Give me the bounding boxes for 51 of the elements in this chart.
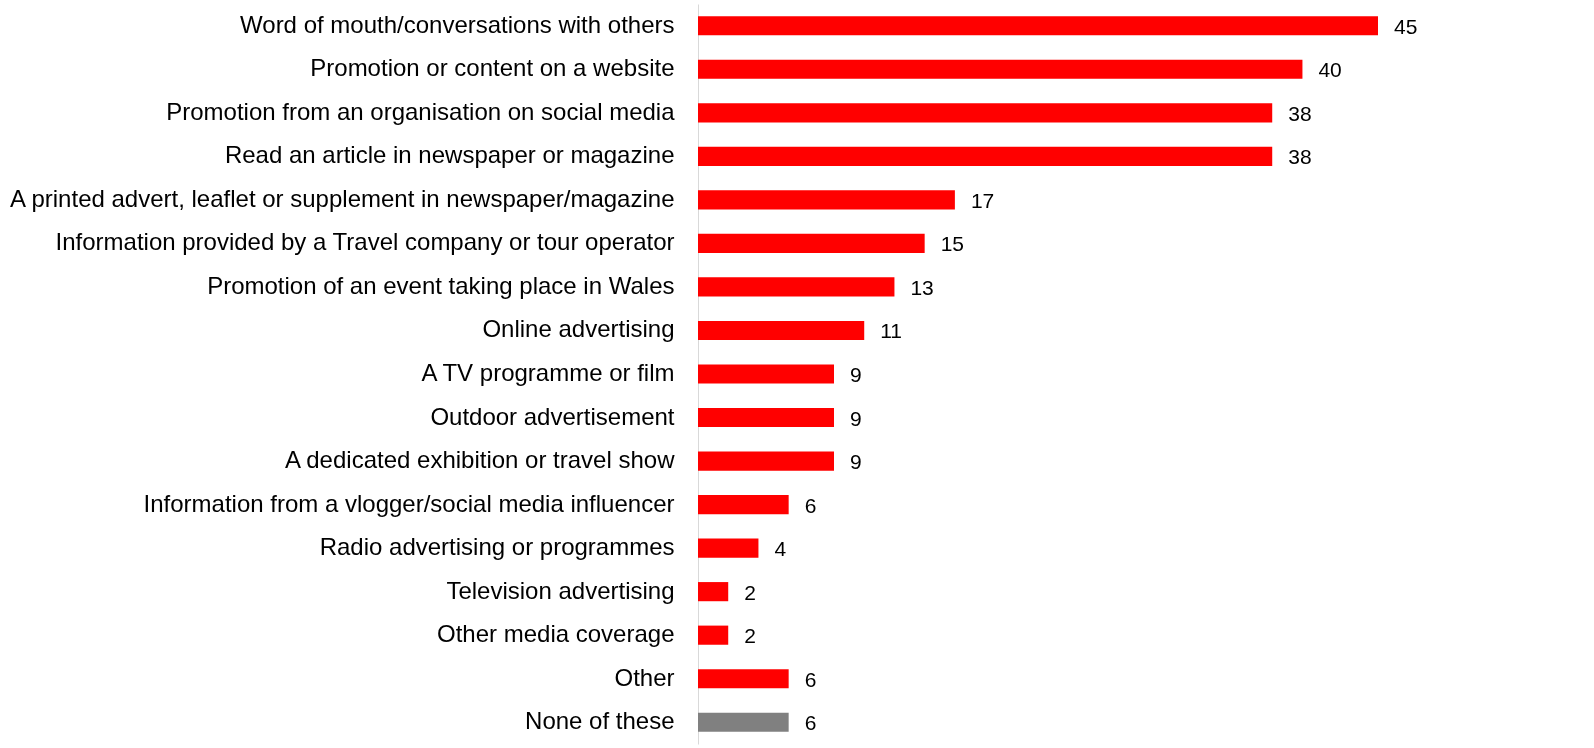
y-tick-label: Promotion or content on a website (310, 54, 675, 82)
y-tick-label: A dedicated exhibition or travel show (284, 446, 676, 474)
data-label: 45 (1394, 14, 1418, 38)
bar (698, 277, 895, 297)
data-label: 17 (970, 188, 995, 212)
y-tick-label: Online advertising (482, 315, 675, 343)
y-tick-label: Promotion of an event taking place in Wales (207, 271, 675, 299)
bar (698, 146, 1273, 166)
data-label: 15 (940, 232, 965, 256)
data-label: 9 (850, 450, 862, 474)
y-tick-label: Information from a vlogger/social media influencer (143, 489, 675, 517)
data-label: 38 (1288, 101, 1312, 125)
data-label: 6 (804, 493, 817, 517)
bar (698, 582, 729, 602)
bar (698, 320, 865, 341)
y-tick-label: Read an article in newspaper or magazine (224, 141, 675, 169)
y-tick-label: Radio advertising or programmes (319, 533, 675, 561)
data-label: 9 (850, 406, 862, 430)
bar (698, 669, 789, 689)
bar (698, 233, 925, 253)
y-tick-label: None of these (525, 707, 675, 735)
bar (698, 712, 789, 732)
data-label: 2 (744, 624, 756, 648)
y-tick-label: Outdoor advertisement (430, 402, 675, 430)
bar (698, 364, 834, 384)
bar (698, 407, 834, 428)
data-label: 6 (804, 711, 817, 735)
y-tick-label: Other (614, 663, 675, 691)
bar (698, 495, 789, 515)
data-label: 6 (804, 667, 817, 691)
y-tick-label: A printed advert, leaflet or supplement in newspaper/magazine (10, 184, 675, 212)
bar (698, 190, 955, 210)
y-tick-label: Information provided by a Travel company or tour operator (55, 228, 675, 256)
bar (698, 538, 759, 558)
y-tick-label: Other media coverage (437, 620, 675, 648)
data-label: 13 (910, 275, 934, 299)
data-label: 9 (850, 363, 862, 386)
y-tick-label: Promotion from an organisation on social media (166, 97, 676, 125)
data-label: 40 (1318, 58, 1342, 82)
data-label: 38 (1288, 145, 1312, 169)
data-label: 4 (774, 537, 787, 561)
bar (698, 16, 1378, 36)
y-tick-label: Television advertising (446, 576, 675, 604)
y-tick-label: A TV programme or film (421, 359, 675, 386)
bar (698, 625, 729, 645)
y-tick-label: Word of mouth/conversations with others (240, 10, 675, 38)
data-label: 2 (744, 580, 756, 604)
bar (698, 103, 1273, 123)
bar (698, 59, 1303, 79)
data-label: 11 (880, 319, 903, 343)
bar (698, 451, 834, 471)
